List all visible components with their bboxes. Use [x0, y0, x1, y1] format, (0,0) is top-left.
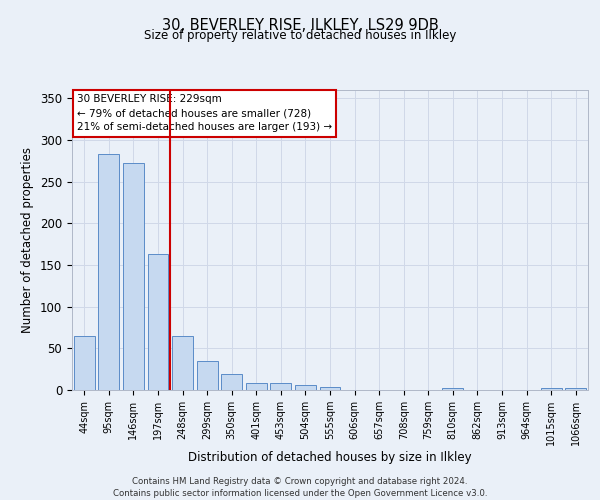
Text: 30, BEVERLEY RISE, ILKLEY, LS29 9DB: 30, BEVERLEY RISE, ILKLEY, LS29 9DB: [161, 18, 439, 32]
Bar: [98, 154, 119, 390]
Text: 30 BEVERLEY RISE: 229sqm
← 79% of detached houses are smaller (728)
21% of semi-: 30 BEVERLEY RISE: 229sqm ← 79% of detach…: [77, 94, 332, 132]
Text: Contains HM Land Registry data © Crown copyright and database right 2024.
Contai: Contains HM Land Registry data © Crown c…: [113, 476, 487, 498]
Bar: [246, 382, 267, 390]
Text: Size of property relative to detached houses in Ilkley: Size of property relative to detached ho…: [144, 29, 456, 42]
Bar: [442, 388, 463, 390]
X-axis label: Distribution of detached houses by size in Ilkley: Distribution of detached houses by size …: [188, 450, 472, 464]
Y-axis label: Number of detached properties: Number of detached properties: [22, 147, 34, 333]
Bar: [541, 388, 562, 390]
Bar: [197, 361, 218, 390]
Bar: [221, 374, 242, 390]
Bar: [565, 388, 586, 390]
Bar: [148, 254, 169, 390]
Bar: [172, 336, 193, 390]
Bar: [123, 164, 144, 390]
Bar: [271, 382, 292, 390]
Bar: [295, 385, 316, 390]
Bar: [320, 386, 340, 390]
Bar: [74, 336, 95, 390]
